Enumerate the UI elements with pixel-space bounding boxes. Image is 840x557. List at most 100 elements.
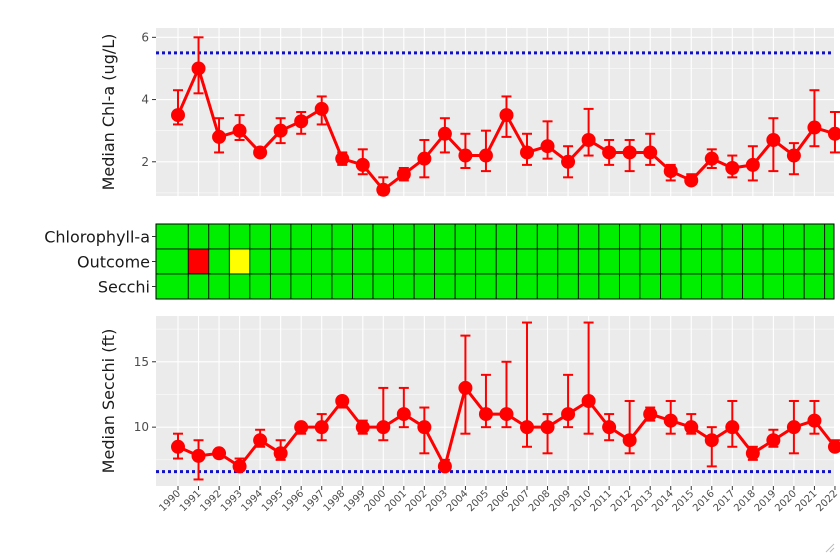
- x-tick-label: 2021: [794, 488, 820, 514]
- grid-cell: [680, 223, 702, 250]
- grid-cell: [598, 248, 620, 275]
- x-tick-label: 2005: [465, 488, 491, 514]
- y-tick-label: 2: [141, 155, 149, 169]
- grid-cell: [495, 223, 518, 250]
- grid-cell: [208, 223, 230, 250]
- grid-cell: [660, 273, 682, 300]
- data-point: [520, 145, 535, 160]
- grid-cell: [352, 273, 374, 300]
- grid-cell: [721, 273, 743, 300]
- grid-cell: [516, 273, 538, 300]
- data-point: [273, 446, 288, 461]
- grid-cell: [187, 273, 210, 300]
- data-point: [807, 120, 822, 135]
- secchi-y-axis-title: Median Secchi (ft): [99, 329, 118, 474]
- data-point: [335, 394, 350, 408]
- y-tick-label: 15: [134, 355, 149, 369]
- data-point: [294, 114, 309, 129]
- grid-cell: [824, 273, 835, 300]
- x-tick-label: 1997: [301, 488, 327, 514]
- data-point: [622, 145, 637, 160]
- chla-y-axis-title: Median Chl-a (ug/L): [99, 34, 118, 191]
- data-point: [684, 173, 699, 188]
- data-point: [581, 394, 596, 408]
- grid-cell: [639, 248, 661, 275]
- grid-cell: [454, 273, 477, 300]
- data-point: [335, 151, 350, 166]
- grid-cell: [536, 273, 559, 300]
- grid-cell: [311, 273, 333, 300]
- data-point: [396, 167, 411, 182]
- grid-cell: [598, 273, 620, 300]
- resize-grip-icon[interactable]: [825, 543, 835, 553]
- grid-cell: [824, 223, 835, 250]
- data-point: [478, 407, 493, 422]
- data-point: [376, 182, 391, 197]
- grid-cell: [434, 223, 456, 250]
- grid-cell: [803, 248, 826, 275]
- x-tick-label: 2017: [712, 488, 738, 514]
- grid-cell: [331, 248, 353, 275]
- grid-cell: [721, 248, 743, 275]
- data-point: [786, 420, 801, 435]
- error-bar: [583, 107, 594, 157]
- grid-cell: [557, 248, 579, 275]
- data-point: [745, 157, 760, 172]
- row-label-chlorophyll: Chlorophyll-a: [44, 228, 150, 247]
- x-axis-year-labels: 1990199119921993199419951996199719981999…: [157, 486, 840, 514]
- secchi-points: [171, 380, 840, 474]
- data-point: [212, 129, 227, 144]
- grid-cell: [208, 273, 230, 300]
- data-point: [253, 145, 268, 160]
- grid-cell: [803, 273, 826, 300]
- grid-cell: [155, 248, 189, 275]
- grid-cell: [475, 223, 497, 250]
- chla-points: [171, 61, 840, 197]
- data-point: [396, 407, 411, 422]
- grid-cell: [269, 273, 292, 300]
- data-point: [766, 433, 781, 448]
- grid-cell: [762, 248, 785, 275]
- grid-cell: [639, 273, 661, 300]
- x-tick-label: 2007: [506, 488, 532, 514]
- grid-cell: [701, 223, 723, 250]
- outcome-grid-panel: Chlorophyll-a Outcome Secchi: [44, 223, 835, 300]
- grid-cell: [618, 248, 641, 275]
- x-tick-label: 1996: [281, 488, 307, 514]
- grid-cell: [187, 223, 210, 250]
- grid-cell: [269, 223, 292, 250]
- x-tick-label: 1999: [342, 488, 368, 514]
- grid-cell: [618, 273, 641, 300]
- data-point: [663, 164, 678, 179]
- grid-cell: [249, 223, 271, 250]
- grid-cell: [269, 248, 292, 275]
- grid-cell: [454, 223, 477, 250]
- outcome-grid-cells: [152, 223, 835, 300]
- data-point: [602, 145, 617, 160]
- grid-cell: [372, 273, 394, 300]
- chla-panel-background: [156, 28, 834, 196]
- data-point: [437, 459, 452, 474]
- grid-cell: [742, 248, 764, 275]
- grid-cell: [680, 273, 702, 300]
- error-bar: [809, 89, 820, 148]
- data-point: [561, 407, 576, 422]
- x-tick-label: 2009: [547, 488, 573, 514]
- data-point: [355, 420, 370, 435]
- x-tick-label: 2016: [691, 488, 717, 514]
- y-tick-label: 10: [134, 420, 149, 434]
- grid-cell: [783, 223, 805, 250]
- grid-cell: [249, 273, 271, 300]
- grid-cell: [577, 273, 600, 300]
- grid-cell: [701, 273, 723, 300]
- grid-cell: [393, 223, 415, 250]
- data-point: [745, 446, 760, 461]
- x-tick-label: 1995: [260, 488, 286, 514]
- chla-panel: 2 4 6 Median Chl-a (ug/L): [99, 28, 840, 197]
- data-point: [273, 123, 288, 138]
- x-tick-label: 2002: [404, 488, 430, 514]
- x-tick-label: 1994: [239, 488, 265, 514]
- secchi-panel: 10 15 Median Secchi (ft): [99, 316, 840, 486]
- secchi-panel-background: [156, 316, 834, 486]
- grid-cell: [783, 248, 805, 275]
